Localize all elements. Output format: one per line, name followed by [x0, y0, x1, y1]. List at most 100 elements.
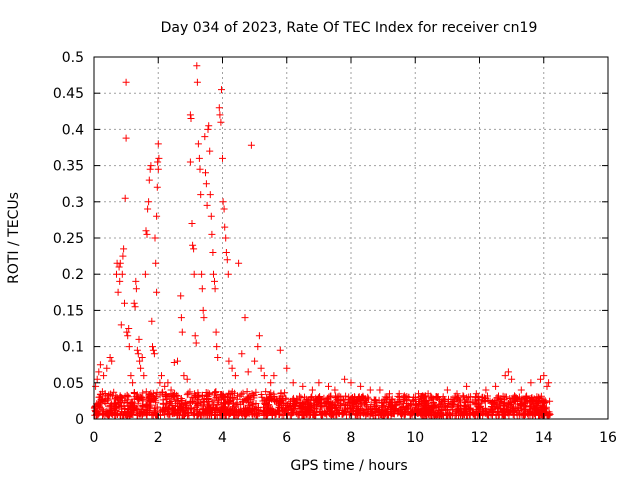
data-point [378, 403, 386, 411]
data-point [382, 407, 390, 415]
data-point [169, 391, 177, 399]
data-point [153, 183, 161, 191]
data-point [164, 379, 172, 387]
data-point [123, 328, 131, 336]
data-point [118, 408, 125, 416]
data-point [198, 270, 206, 278]
data-point [420, 411, 428, 419]
data-point [154, 140, 162, 148]
data-point [169, 405, 177, 413]
data-point [227, 390, 235, 398]
data-point [431, 411, 438, 419]
data-point [145, 198, 153, 206]
data-point [145, 176, 153, 184]
data-point [103, 364, 111, 372]
data-point [111, 411, 119, 419]
data-point [261, 406, 269, 414]
data-point [162, 404, 170, 412]
data-point [206, 147, 214, 155]
data-point [92, 382, 100, 390]
data-point [137, 364, 145, 372]
data-point [388, 402, 396, 410]
data-point [515, 411, 523, 419]
data-point [235, 259, 243, 267]
y-tick-label: 0.4 [62, 122, 84, 138]
data-point [239, 389, 247, 397]
data-point [103, 394, 111, 402]
data-point [428, 402, 436, 410]
data-point [224, 270, 232, 278]
data-point [143, 230, 151, 238]
data-point [366, 386, 374, 394]
data-point [154, 165, 162, 173]
data-point [211, 285, 219, 293]
data-point [408, 411, 416, 419]
data-point [290, 396, 298, 404]
data-point [478, 393, 486, 401]
data-point [307, 394, 315, 402]
data-point [192, 339, 200, 347]
data-point [400, 399, 408, 407]
data-point [514, 403, 522, 411]
data-point [94, 401, 102, 408]
data-point [202, 169, 209, 177]
data-point [360, 399, 368, 407]
data-point [356, 397, 364, 405]
data-point [93, 375, 101, 383]
data-point [463, 407, 471, 415]
data-point [112, 392, 120, 400]
data-point [257, 391, 265, 398]
data-point [395, 390, 403, 398]
data-point [249, 411, 257, 419]
data-point [103, 408, 111, 416]
data-point [546, 397, 554, 405]
data-point [274, 407, 281, 415]
data-point [461, 396, 469, 404]
data-point [193, 407, 201, 415]
data-point [354, 411, 362, 419]
data-point [210, 396, 218, 404]
data-point [116, 411, 124, 419]
data-point [501, 372, 509, 380]
data-point [270, 393, 278, 401]
y-axis-title: ROTI / TECUs [6, 192, 22, 284]
data-point [342, 392, 350, 400]
data-point [505, 409, 513, 417]
data-point [149, 346, 157, 354]
data-point [161, 382, 169, 390]
data-point [471, 411, 479, 419]
y-tick-label: 0.45 [53, 86, 84, 102]
data-point [196, 165, 204, 173]
data-point [283, 364, 291, 372]
data-point [183, 401, 191, 409]
data-point [499, 407, 507, 415]
data-point [198, 285, 206, 293]
data-point [262, 388, 270, 396]
data-point [108, 405, 116, 413]
data-point [428, 394, 436, 401]
data-point [504, 368, 512, 376]
data-point [483, 410, 491, 418]
data-point [250, 392, 258, 400]
data-point [472, 408, 480, 416]
data-point [346, 398, 354, 406]
x-tick-label: 14 [535, 430, 553, 446]
data-point [218, 86, 225, 94]
data-point [472, 390, 480, 398]
data-point [424, 390, 432, 398]
data-point [446, 410, 454, 418]
x-tick-label: 10 [406, 430, 424, 446]
data-point [427, 408, 435, 416]
data-point [219, 198, 227, 206]
data-point [122, 134, 130, 142]
data-point [138, 411, 146, 419]
data-point [268, 408, 276, 416]
data-point [149, 343, 156, 351]
data-point [116, 398, 124, 406]
data-point [326, 403, 334, 411]
data-point [110, 388, 118, 396]
data-point [341, 401, 349, 409]
data-point [174, 357, 181, 365]
data-point [223, 256, 231, 264]
data-point [201, 133, 209, 141]
